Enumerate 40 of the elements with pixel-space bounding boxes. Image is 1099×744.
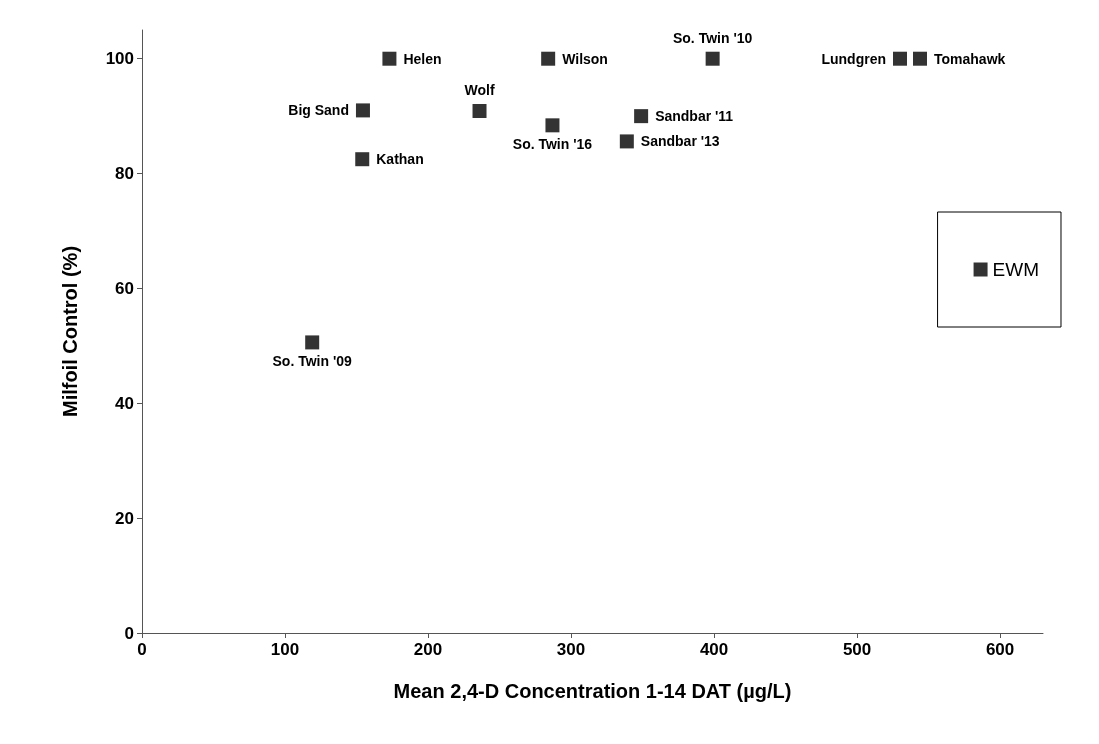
annotation: So. Twin '16 xyxy=(512,136,593,153)
point xyxy=(634,109,649,124)
x-tick-label: 500 xyxy=(842,640,872,659)
x-tick-label: 300 xyxy=(556,640,586,659)
legend-label: EWM xyxy=(992,259,1039,280)
annotation: Lundgren xyxy=(821,50,886,67)
y-tick-label: 20 xyxy=(115,508,134,528)
y-tick-label: 60 xyxy=(115,278,134,298)
x-tick-label: 0 xyxy=(137,640,147,659)
x-tick-label: 200 xyxy=(413,640,443,659)
annotation: Sandbar '11 xyxy=(655,108,734,125)
point xyxy=(382,51,397,66)
annotation: Tomahawk xyxy=(934,50,1006,67)
annotation: Wilson xyxy=(562,50,608,67)
point xyxy=(355,103,370,118)
annotation: Helen xyxy=(403,50,442,67)
annotation: Wolf xyxy=(464,81,495,98)
point xyxy=(355,152,370,167)
y-tick-label: 80 xyxy=(115,164,134,184)
y-tick-label: 40 xyxy=(115,393,134,413)
point xyxy=(619,134,634,149)
point xyxy=(545,118,560,133)
x-tick-label: 400 xyxy=(699,640,729,659)
x-tick-label: 100 xyxy=(270,640,300,659)
point xyxy=(705,51,720,66)
point xyxy=(892,51,907,66)
annotation: Big Sand xyxy=(288,102,349,119)
x-tick-label: 600 xyxy=(985,640,1015,659)
annotation: Sandbar '13 xyxy=(640,133,720,150)
y-tick-label: 0 xyxy=(124,623,134,643)
annotation: Kathan xyxy=(376,151,424,168)
point xyxy=(472,103,487,118)
y-tick-label: 100 xyxy=(105,49,134,69)
point xyxy=(913,51,928,66)
y-axis-title: Milfoil Control (%) xyxy=(59,245,81,418)
x-axis-title: Mean 2,4-D Concentration 1-14 DAT (µg/L) xyxy=(393,680,792,702)
annotation: So. Twin '10 xyxy=(672,29,753,46)
point xyxy=(541,51,556,66)
point xyxy=(305,335,320,350)
annotation: So. Twin '09 xyxy=(272,353,353,370)
